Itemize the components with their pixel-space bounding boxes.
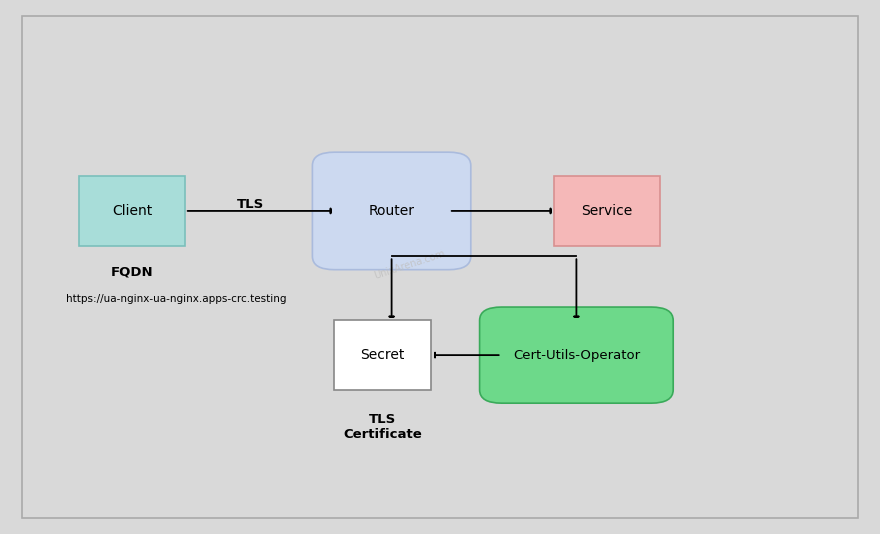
FancyBboxPatch shape: [312, 152, 471, 270]
Text: TLS: TLS: [238, 198, 264, 211]
FancyBboxPatch shape: [480, 307, 673, 403]
Text: https://ua-nginx-ua-nginx.apps-crc.testing: https://ua-nginx-ua-nginx.apps-crc.testi…: [66, 294, 287, 304]
Text: Router: Router: [369, 204, 414, 218]
Text: Service: Service: [582, 204, 633, 218]
Text: TLS
Certificate: TLS Certificate: [343, 413, 422, 441]
Bar: [554, 176, 660, 246]
Text: Client: Client: [112, 204, 152, 218]
Text: UnixArena.com: UnixArena.com: [372, 248, 446, 280]
Bar: [79, 176, 185, 246]
Text: Secret: Secret: [361, 348, 405, 362]
Bar: [334, 320, 431, 390]
Text: Cert-Utils-Operator: Cert-Utils-Operator: [513, 349, 640, 362]
Text: FQDN: FQDN: [111, 266, 153, 279]
